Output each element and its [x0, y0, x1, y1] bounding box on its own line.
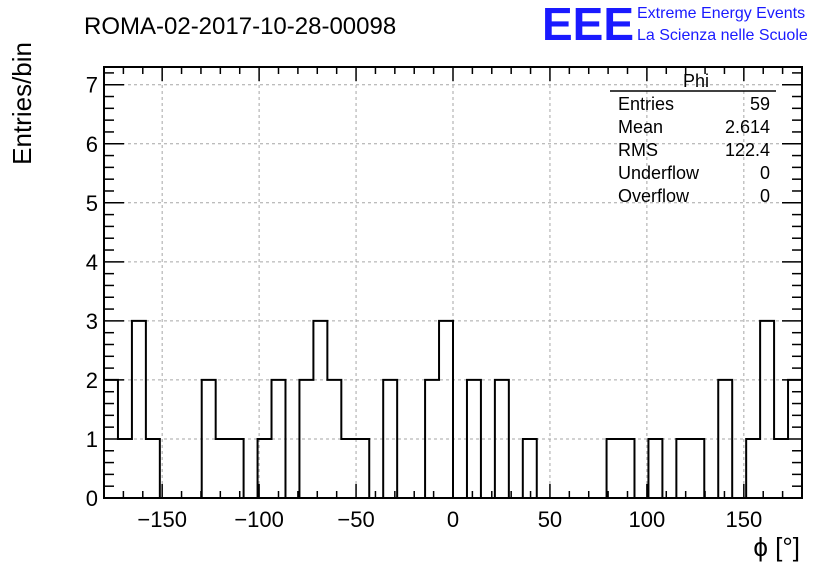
- stats-rms-value: 122.4: [725, 140, 770, 160]
- histogram-bin-24: [439, 321, 453, 498]
- histogram-bin-1: [118, 439, 132, 498]
- x-tick-label-6: 150: [725, 507, 762, 532]
- x-tick-label-4: 50: [538, 507, 562, 532]
- stats-rms-label: RMS: [618, 140, 658, 160]
- histogram-bin-46: [746, 439, 760, 498]
- y-tick-label-5: 5: [86, 191, 98, 216]
- histogram-bin-2: [132, 321, 146, 498]
- stats-mean-value: 2.614: [725, 117, 770, 137]
- y-tick-label-4: 4: [86, 250, 98, 275]
- x-tick-label-2: −50: [337, 507, 374, 532]
- x-tick-label-3: 0: [447, 507, 459, 532]
- logo-line-1: Extreme Energy Events: [637, 5, 805, 22]
- histogram-bin-9: [230, 439, 244, 498]
- histogram-bin-30: [523, 439, 537, 498]
- stats-entries-value: 59: [750, 94, 770, 114]
- stats-overflow-label: Overflow: [618, 186, 690, 206]
- y-tick-label-7: 7: [86, 73, 98, 98]
- y-axis-label: Entries/bin: [7, 42, 37, 165]
- stats-mean-label: Mean: [618, 117, 663, 137]
- histogram-bin-17: [341, 439, 355, 498]
- histogram-bin-42: [690, 439, 704, 498]
- stats-overflow-value: 0: [760, 186, 770, 206]
- histogram-bin-8: [216, 439, 230, 498]
- axis-ticks: [103, 67, 803, 499]
- y-tick-label-6: 6: [86, 132, 98, 157]
- x-axis-label: ϕ [°]: [753, 532, 800, 562]
- histogram-outline: [103, 319, 803, 499]
- x-tick-label-1: −100: [234, 507, 284, 532]
- stats-entries-label: Entries: [618, 94, 674, 114]
- y-tick-labels: 0 1 2 3 4 5 6 7: [86, 73, 98, 511]
- stats-underflow-value: 0: [760, 163, 770, 183]
- histogram-bin-18: [355, 439, 369, 498]
- histogram-bin-47: [760, 321, 774, 498]
- histogram-bin-3: [146, 439, 160, 498]
- x-tick-label-5: 100: [629, 507, 666, 532]
- chart-title: ROMA-02-2017-10-28-00098: [84, 13, 396, 40]
- histogram-bin-39: [648, 439, 662, 498]
- y-tick-label-0: 0: [86, 486, 98, 511]
- x-tick-labels: −150 −100 −50 0 50 100 150: [137, 507, 762, 532]
- histogram-bin-41: [676, 439, 690, 498]
- y-tick-label-2: 2: [86, 368, 98, 393]
- stats-title: Phi: [683, 71, 709, 91]
- stats-underflow-label: Underflow: [618, 163, 700, 183]
- x-tick-label-0: −150: [137, 507, 187, 532]
- histogram-bin-14: [299, 380, 313, 498]
- eee-logo: EEE Extreme Energy Events La Scienza nel…: [542, 0, 808, 50]
- y-tick-label-1: 1: [86, 427, 98, 452]
- stats-box: Phi Entries 59 Mean 2.614 RMS 122.4 Unde…: [610, 71, 776, 206]
- logo-line-2: La Scienza nelle Scuole: [637, 27, 808, 44]
- histogram-bin-20: [383, 380, 397, 498]
- y-tick-label-3: 3: [86, 309, 98, 334]
- logo-letters: EEE: [542, 0, 634, 50]
- histogram-bin-48: [774, 439, 788, 498]
- histogram-bin-37: [621, 439, 635, 498]
- histogram-bin-36: [607, 439, 621, 498]
- histogram-bin-15: [313, 321, 327, 498]
